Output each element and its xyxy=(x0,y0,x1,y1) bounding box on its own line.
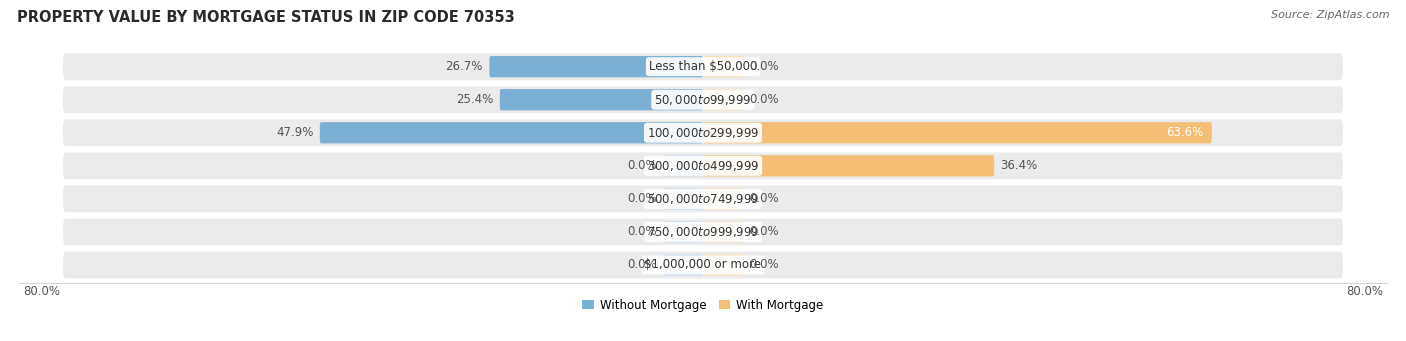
Text: 26.7%: 26.7% xyxy=(446,60,484,73)
FancyBboxPatch shape xyxy=(63,219,1343,245)
FancyBboxPatch shape xyxy=(664,221,703,242)
Text: $100,000 to $299,999: $100,000 to $299,999 xyxy=(647,126,759,140)
Text: 80.0%: 80.0% xyxy=(22,285,60,298)
Text: Source: ZipAtlas.com: Source: ZipAtlas.com xyxy=(1271,10,1389,20)
Text: 80.0%: 80.0% xyxy=(1346,285,1384,298)
FancyBboxPatch shape xyxy=(703,155,994,176)
Legend: Without Mortgage, With Mortgage: Without Mortgage, With Mortgage xyxy=(582,299,824,312)
Text: PROPERTY VALUE BY MORTGAGE STATUS IN ZIP CODE 70353: PROPERTY VALUE BY MORTGAGE STATUS IN ZIP… xyxy=(17,10,515,25)
Text: $500,000 to $749,999: $500,000 to $749,999 xyxy=(647,192,759,206)
FancyBboxPatch shape xyxy=(63,152,1343,179)
Text: 0.0%: 0.0% xyxy=(627,159,657,172)
FancyBboxPatch shape xyxy=(499,89,703,110)
Text: 0.0%: 0.0% xyxy=(627,225,657,238)
FancyBboxPatch shape xyxy=(703,89,742,110)
Text: 63.6%: 63.6% xyxy=(1167,126,1204,139)
FancyBboxPatch shape xyxy=(63,53,1343,80)
Text: $1,000,000 or more: $1,000,000 or more xyxy=(644,258,762,271)
Text: Less than $50,000: Less than $50,000 xyxy=(648,60,758,73)
FancyBboxPatch shape xyxy=(703,56,742,77)
Text: 47.9%: 47.9% xyxy=(276,126,314,139)
FancyBboxPatch shape xyxy=(703,122,1212,144)
Text: 25.4%: 25.4% xyxy=(456,93,494,106)
FancyBboxPatch shape xyxy=(703,188,742,209)
FancyBboxPatch shape xyxy=(63,119,1343,146)
Text: 0.0%: 0.0% xyxy=(627,258,657,271)
FancyBboxPatch shape xyxy=(664,155,703,176)
Text: 0.0%: 0.0% xyxy=(627,192,657,205)
Text: 0.0%: 0.0% xyxy=(749,60,779,73)
FancyBboxPatch shape xyxy=(664,254,703,276)
FancyBboxPatch shape xyxy=(319,122,703,144)
Text: 36.4%: 36.4% xyxy=(1001,159,1038,172)
Text: 0.0%: 0.0% xyxy=(749,258,779,271)
Text: 0.0%: 0.0% xyxy=(749,93,779,106)
Text: 0.0%: 0.0% xyxy=(749,225,779,238)
FancyBboxPatch shape xyxy=(703,221,742,242)
Text: $50,000 to $99,999: $50,000 to $99,999 xyxy=(654,93,752,107)
Text: $300,000 to $499,999: $300,000 to $499,999 xyxy=(647,159,759,173)
FancyBboxPatch shape xyxy=(63,252,1343,278)
FancyBboxPatch shape xyxy=(489,56,703,77)
FancyBboxPatch shape xyxy=(664,188,703,209)
FancyBboxPatch shape xyxy=(63,86,1343,113)
Text: 0.0%: 0.0% xyxy=(749,192,779,205)
Text: $750,000 to $999,999: $750,000 to $999,999 xyxy=(647,225,759,239)
FancyBboxPatch shape xyxy=(63,186,1343,212)
FancyBboxPatch shape xyxy=(703,254,742,276)
